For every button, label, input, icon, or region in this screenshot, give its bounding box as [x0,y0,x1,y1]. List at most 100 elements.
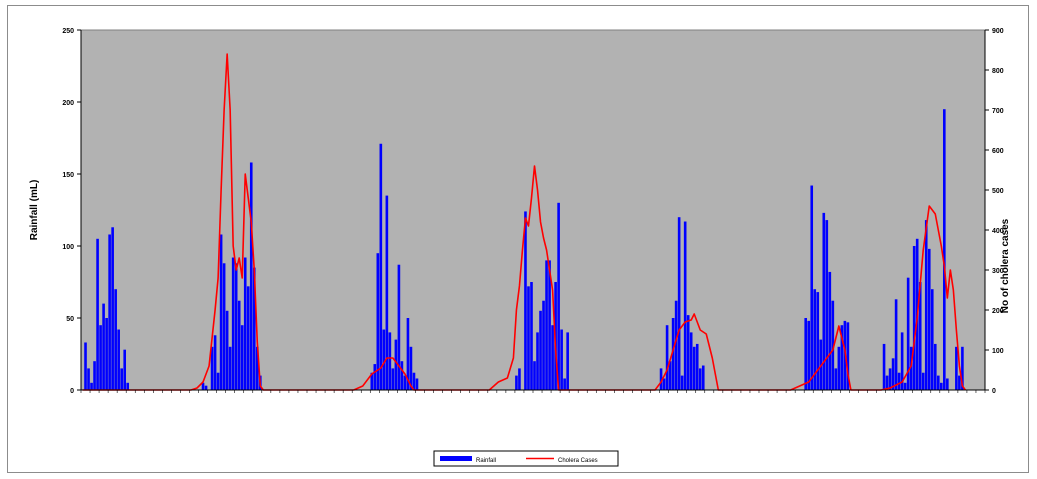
rainfall-bar [701,365,705,390]
rainfall-bar [201,382,205,390]
rainfall-bar [524,211,527,390]
y-tick-left-label: 150 [62,172,74,179]
rainfall-bar [831,300,835,390]
rainfall-bar [252,267,256,390]
rainfall-bar [958,375,961,390]
y-tick-right-label: 800 [992,68,1004,75]
rainfall-bar [406,318,410,390]
rainfall-bar [108,234,111,390]
plot-area [80,29,986,391]
rainfall-bar [961,346,964,390]
cholera-cases-line [82,53,967,391]
rainfall-bar [921,372,925,390]
rainfall-bar [897,372,901,390]
y-ticks-left: 0 50 100 150 200 250 [62,28,81,395]
rainfall-bar [837,346,841,390]
y-axis-right-label: No of cholera cases [1000,218,1011,313]
rainfall-bar [692,346,696,390]
legend-label-rainfall: Rainfall [476,458,496,464]
rainfall-bar [933,343,937,390]
y-tick-left-label: 50 [66,316,74,323]
rainfall-bar [117,329,120,390]
y-tick-right-label: 700 [992,108,1004,115]
legend-label-cholera: Cholera Cases [558,458,598,464]
rainfall-bar [105,318,108,390]
rainfall-bar [255,346,259,390]
rainfall-bar [698,368,702,390]
rainfall-bar [840,325,844,390]
rainfall-bar [382,329,386,390]
rainfall-bar [96,238,99,390]
rainfall-bar [807,320,811,390]
rainfall-bar [560,329,563,390]
rainfall-bar [955,346,958,390]
rainfall-bar [825,220,829,390]
y-tick-right-label: 500 [992,188,1004,195]
rainfall-bar [99,325,102,390]
rainfall-bar [527,286,530,390]
rainfall-bar [237,300,241,390]
rainfall-bar [111,227,114,390]
rainfall-bar [909,346,913,390]
rainfall-bar [822,212,826,390]
y-tick-right-label: 600 [992,148,1004,155]
rainfall-bar [946,378,949,390]
rainfall-bar [370,372,374,390]
rainfall-bar [120,368,123,390]
rainfall-bar [373,364,377,390]
rainfall-bar [846,322,850,390]
rainfall-bars [84,109,964,390]
y-tick-right-label: 400 [992,228,1004,235]
legend-swatch-rainfall [440,456,472,461]
rainfall-bar [234,263,238,390]
rainfall-bar [90,382,93,390]
rainfall-bar [662,378,666,390]
rainfall-bar [536,332,539,390]
rainfall-bar [102,303,105,390]
y-tick-left-label: 100 [62,244,74,251]
rainfall-bar [246,286,250,390]
rainfall-bar [415,378,419,390]
rainfall-bar [557,202,560,390]
rainfall-bar [680,375,684,390]
rainfall-bar [403,375,407,390]
rainfall-bar [240,325,244,390]
rainfall-bar [885,375,889,390]
rainfall-bar [834,368,838,390]
rainfall-bar [388,332,392,390]
rainfall-bar [686,315,690,390]
rainfall-bar [900,332,904,390]
rainfall-bar [813,289,817,390]
rainfall-bar [123,349,126,390]
rainfall-bar [539,310,542,390]
rainfall-bar [84,342,87,390]
rainfall-bar [563,378,566,390]
rainfall-bar [126,382,130,390]
rainfall-bar [668,361,672,390]
rainfall-bar [906,277,910,390]
rainfall-bar [677,217,681,390]
y-tick-left-label: 200 [62,100,74,107]
rainfall-bar [249,162,253,390]
rainfall-bar [810,185,814,390]
rainfall-bar [93,361,96,390]
y-tick-right-label: 200 [992,308,1004,315]
rainfall-bar [665,325,669,390]
rainfall-bar [940,382,943,390]
rainfall-bar [391,368,395,390]
rainfall-bar [918,282,922,390]
rainfall-bar [927,248,931,390]
chart-frame: 0 50 100 150 200 250 0 100 200 300 400 500 600 700 80… [7,5,1029,473]
rainfall-bar [894,299,898,390]
rainfall-bar [689,332,693,390]
chart-svg: 0 50 100 150 200 250 0 100 200 300 400 500 600 700 80… [29,28,1011,467]
y-ticks-right: 0 100 200 300 400 500 600 700 800 900 [985,28,1004,395]
rainfall-bar [385,195,389,390]
rainfall-bar [228,346,232,390]
rainfall-bar [888,368,892,390]
rainfall-bar [659,368,663,390]
rainfall-bar [533,361,536,390]
rainfall-bar [213,335,217,390]
y-tick-right-label: 0 [992,388,996,395]
rainfall-bar [518,368,521,390]
